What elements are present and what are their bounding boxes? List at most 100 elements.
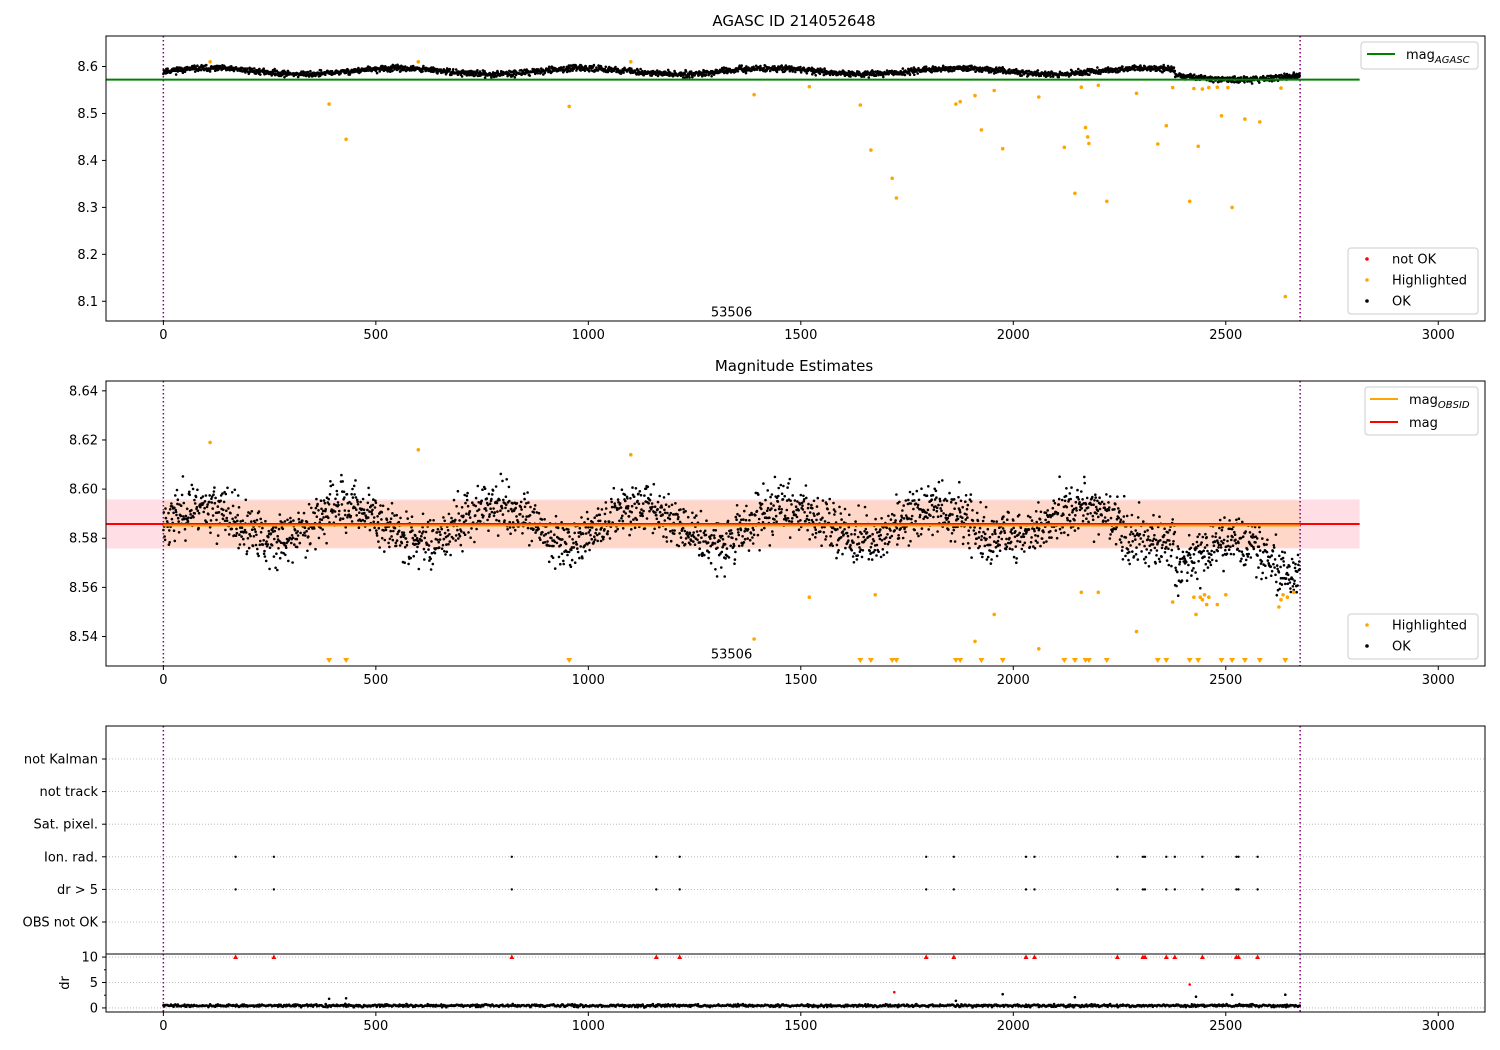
ok-point (887, 514, 890, 518)
ok-point (320, 518, 324, 521)
ok-point (795, 515, 799, 519)
ok-point (751, 542, 755, 545)
ok-point (937, 503, 940, 507)
ok-point (734, 537, 738, 541)
ok-point (1073, 518, 1076, 522)
ok-point (932, 65, 935, 69)
ok-point (539, 538, 542, 541)
ok-point (608, 537, 612, 540)
ok-point (734, 550, 737, 554)
ok-point (1047, 520, 1050, 524)
ok-point (174, 494, 177, 497)
ok-point (1043, 70, 1047, 73)
ok-point (349, 514, 353, 518)
ok-point (841, 552, 844, 556)
ok-point (972, 529, 976, 532)
ok-point (305, 529, 308, 533)
ok-point (630, 504, 634, 508)
ok-point (1021, 543, 1025, 547)
ok-point (774, 514, 778, 518)
ok-point (319, 526, 322, 530)
ok-point (821, 499, 825, 502)
ok-point (411, 529, 414, 532)
ok-point (897, 534, 900, 537)
ok-point (406, 540, 409, 544)
ok-point (754, 514, 757, 517)
ok-point (1036, 541, 1039, 544)
ok-point (259, 73, 262, 76)
ok-point (859, 548, 862, 551)
ok-point (793, 499, 797, 502)
ok-point (688, 531, 692, 535)
ok-point (444, 553, 447, 556)
ok-point (879, 533, 882, 537)
ok-point (205, 505, 209, 509)
ok-point (403, 534, 406, 537)
highlighted-point (1170, 85, 1175, 90)
ok-point (804, 520, 807, 523)
ok-point (857, 504, 860, 507)
ok-point (295, 537, 299, 541)
ok-point (815, 505, 819, 508)
ok-point (461, 69, 465, 72)
ok-point (366, 516, 370, 519)
ok-point (584, 550, 587, 553)
ok-point (435, 531, 439, 534)
ok-point (936, 515, 940, 518)
ok-point (251, 544, 255, 548)
ok-point (707, 551, 711, 554)
ok-point (760, 528, 763, 532)
ok-point (773, 518, 776, 521)
ok-point (296, 75, 300, 79)
ok-point (1057, 497, 1061, 501)
ok-point (409, 556, 413, 560)
ok-point (174, 510, 178, 514)
ok-point (942, 512, 945, 515)
ok-point (1089, 512, 1092, 515)
ok-point (890, 534, 894, 538)
ok-point (208, 70, 212, 73)
ok-point (1036, 534, 1040, 538)
ok-point (460, 530, 463, 533)
ok-point (729, 529, 733, 532)
ok-point (610, 497, 613, 501)
ok-point (508, 526, 512, 529)
ok-point (853, 533, 857, 536)
ok-point (864, 527, 868, 531)
ok-point (432, 519, 435, 522)
ok-point (619, 72, 623, 75)
ok-point (1018, 531, 1021, 535)
ok-point (505, 478, 509, 481)
ok-point (981, 70, 984, 73)
ok-point (469, 536, 472, 539)
ok-point (775, 520, 778, 523)
ok-point (907, 498, 910, 502)
ok-point (872, 70, 875, 74)
ok-point (1028, 545, 1032, 549)
ok-point (245, 552, 248, 556)
ok-point (712, 534, 716, 537)
ok-point (335, 489, 339, 493)
ok-point (1085, 517, 1088, 520)
ok-point (188, 493, 191, 497)
highlighted-point (208, 60, 212, 64)
ok-point (728, 67, 732, 71)
ok-point (926, 516, 929, 520)
ok-point (583, 69, 587, 73)
ok-point (901, 536, 905, 540)
ok-point (253, 67, 256, 70)
ok-point (952, 528, 956, 532)
ok-point (794, 70, 797, 74)
ok-point (787, 482, 790, 485)
ok-point (322, 499, 326, 502)
ok-point (167, 543, 171, 546)
ok-point (290, 541, 293, 545)
ok-point (763, 512, 766, 515)
ok-point (916, 72, 919, 75)
ok-point (780, 64, 783, 67)
highlighted-point (894, 196, 899, 200)
ok-point (456, 489, 460, 493)
ok-point (235, 531, 239, 535)
ok-point (1027, 69, 1031, 73)
ok-point (475, 527, 478, 531)
